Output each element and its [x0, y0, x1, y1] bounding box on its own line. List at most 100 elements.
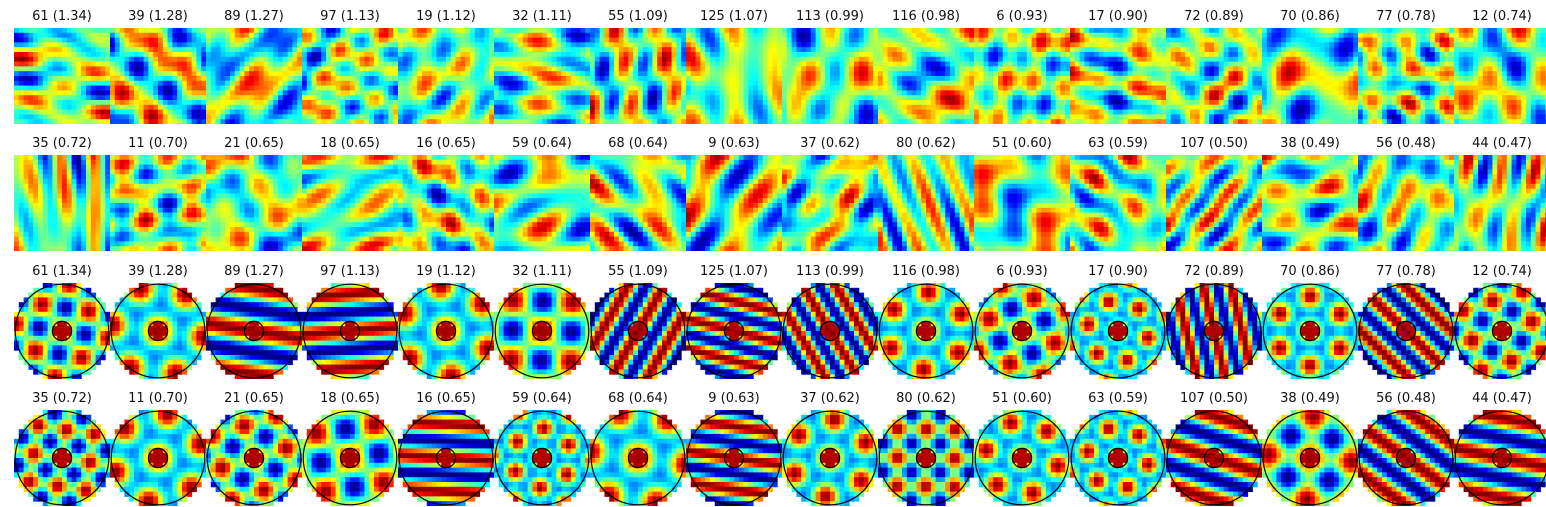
heatmap-svg	[14, 410, 110, 506]
outer-ring	[1358, 410, 1454, 506]
outer-ring	[494, 283, 590, 379]
outer-ring	[206, 410, 302, 506]
center-ring	[243, 447, 265, 469]
center-ring	[915, 320, 937, 342]
heatmap-svg	[590, 28, 686, 124]
heatmap-svg	[302, 28, 398, 124]
spatial-autocorrelogram	[974, 283, 1070, 379]
panel-title: 61 (1.34)	[4, 263, 120, 281]
panel-title: 80 (0.62)	[868, 390, 984, 408]
heatmap-svg	[206, 410, 302, 506]
heatmap-svg	[878, 283, 974, 379]
spatial-autocorrelogram	[1358, 283, 1454, 379]
spatial-autocorrelogram	[494, 283, 590, 379]
outer-ring	[1166, 283, 1262, 379]
outer-ring	[110, 410, 206, 506]
outer-ring	[302, 410, 398, 506]
heatmap-svg	[110, 410, 206, 506]
heatmap-svg	[14, 283, 110, 379]
center-ring	[435, 447, 457, 469]
spatial-autocorrelogram	[974, 410, 1070, 506]
firing-rate-map	[782, 155, 878, 251]
heatmap-svg	[398, 410, 494, 506]
outer-ring	[1454, 410, 1546, 506]
panel-title: 9 (0.63)	[676, 135, 792, 153]
outer-ring	[974, 410, 1070, 506]
outer-ring	[398, 410, 494, 506]
spatial-autocorrelogram	[1070, 410, 1166, 506]
heatmap-svg	[302, 410, 398, 506]
spatial-autocorrelogram	[302, 283, 398, 379]
outer-ring	[1262, 283, 1358, 379]
center-ring	[1203, 320, 1225, 342]
spatial-autocorrelogram	[110, 283, 206, 379]
firing-rate-map	[1262, 155, 1358, 251]
firing-rate-map	[1454, 155, 1546, 251]
outer-ring	[302, 283, 398, 379]
heatmap-svg	[14, 28, 110, 124]
panel-title: 51 (0.60)	[964, 135, 1080, 153]
firing-rate-map	[878, 28, 974, 124]
firing-rate-map	[398, 28, 494, 124]
heatmap-svg	[782, 155, 878, 251]
heatmap-svg	[1262, 410, 1358, 506]
panel-title: 56 (0.48)	[1348, 135, 1464, 153]
panel-title: 113 (0.99)	[772, 8, 888, 26]
center-ring	[531, 447, 553, 469]
firing-rate-map	[974, 155, 1070, 251]
heatmap-svg	[590, 283, 686, 379]
panel-title: 38 (0.49)	[1252, 390, 1368, 408]
firing-rate-map	[590, 155, 686, 251]
heatmap-svg	[494, 410, 590, 506]
outer-ring	[686, 283, 782, 379]
panel-title: 39 (1.28)	[100, 8, 216, 26]
panel-title: 116 (0.98)	[868, 8, 984, 26]
panel-title: 37 (0.62)	[772, 390, 888, 408]
center-ring	[1395, 320, 1417, 342]
center-ring	[819, 447, 841, 469]
heatmap-svg	[1262, 283, 1358, 379]
center-ring	[1011, 447, 1033, 469]
panel-title: 35 (0.72)	[4, 390, 120, 408]
center-ring	[339, 447, 361, 469]
heatmap-svg	[206, 28, 302, 124]
outer-ring	[590, 410, 686, 506]
spatial-autocorrelogram	[494, 410, 590, 506]
panel-title: 21 (0.65)	[196, 135, 312, 153]
heatmap-svg	[494, 28, 590, 124]
panel-title: 72 (0.89)	[1156, 8, 1272, 26]
outer-ring	[974, 283, 1070, 379]
heatmap-svg	[494, 155, 590, 251]
panel-title: 9 (0.63)	[676, 390, 792, 408]
heatmap-svg	[398, 283, 494, 379]
outer-ring	[398, 283, 494, 379]
heatmap-svg	[878, 410, 974, 506]
heatmap-svg	[974, 410, 1070, 506]
firing-rate-map	[206, 28, 302, 124]
panel-title: 70 (0.86)	[1252, 8, 1368, 26]
heatmap-svg	[1070, 410, 1166, 506]
panel-title: 11 (0.70)	[100, 390, 216, 408]
spatial-autocorrelogram	[206, 283, 302, 379]
panel-title: 59 (0.64)	[484, 135, 600, 153]
outer-ring	[1262, 410, 1358, 506]
outer-ring	[590, 283, 686, 379]
firing-rate-map	[1070, 28, 1166, 124]
panel-title: 72 (0.89)	[1156, 263, 1272, 281]
outer-ring	[206, 283, 302, 379]
heatmap-svg	[14, 155, 110, 251]
heatmap-svg	[1262, 28, 1358, 124]
spatial-autocorrelogram	[398, 410, 494, 506]
spatial-autocorrelogram	[110, 410, 206, 506]
outer-ring	[878, 283, 974, 379]
outer-ring	[1358, 283, 1454, 379]
firing-rate-map	[302, 155, 398, 251]
panel-title: 113 (0.99)	[772, 263, 888, 281]
firing-rate-map	[782, 28, 878, 124]
outer-ring	[1070, 410, 1166, 506]
center-ring	[915, 447, 937, 469]
spatial-autocorrelogram	[590, 283, 686, 379]
outer-ring	[878, 410, 974, 506]
panel-title: 125 (1.07)	[676, 8, 792, 26]
center-ring	[1107, 320, 1129, 342]
